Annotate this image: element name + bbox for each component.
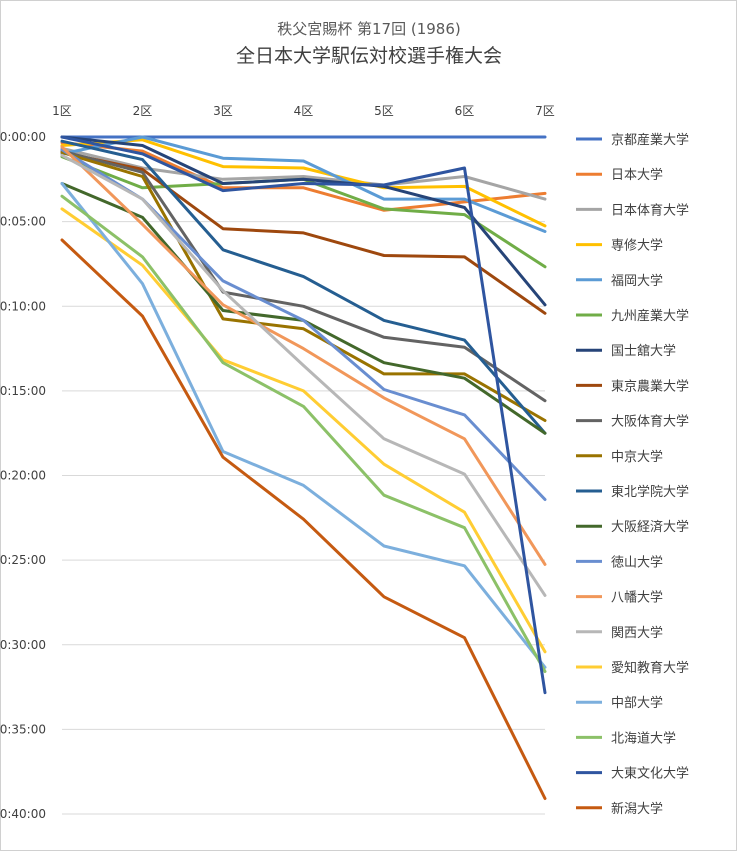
legend-label: 日本体育大学 — [611, 202, 689, 218]
series-line — [60, 145, 547, 566]
legend-item: 専修大学 — [576, 238, 663, 254]
legend-item: 大阪体育大学 — [576, 414, 689, 430]
legend-label: 北海道大学 — [611, 730, 676, 746]
series-line — [60, 149, 547, 403]
series-line — [60, 182, 547, 669]
legend-label: 愛知教育大学 — [611, 660, 689, 676]
y-tick-label: 0:10:00 — [0, 299, 46, 313]
legend-item: 愛知教育大学 — [576, 660, 689, 676]
legend-label: 中京大学 — [611, 449, 663, 465]
x-tick-label: 7区 — [535, 104, 555, 118]
legend-label: 新潟大学 — [611, 801, 663, 817]
legend-label: 大東文化大学 — [611, 766, 689, 782]
y-tick-label: 0:15:00 — [0, 384, 46, 398]
legend-label: 徳山大学 — [611, 554, 663, 570]
legend-item: 日本大学 — [576, 167, 663, 183]
series-line — [60, 151, 547, 315]
legend-item: 日本体育大学 — [576, 202, 689, 218]
legend-item: 福岡大学 — [576, 273, 663, 289]
x-axis: 1区 2区 3区 4区 5区 6区 7区 — [52, 104, 555, 118]
y-tick-label: 0:20:00 — [0, 469, 46, 483]
chart-title: 全日本大学駅伝対校選手権大会 — [236, 45, 502, 67]
legend-label: 八幡大学 — [611, 590, 663, 606]
legend-item: 京都産業大学 — [576, 132, 689, 148]
series-line — [60, 138, 547, 228]
x-tick-label: 6区 — [455, 104, 475, 118]
legend-item: 中京大学 — [576, 449, 663, 465]
y-tick-label: 0:25:00 — [0, 553, 46, 567]
legend-item: 国士舘大学 — [576, 343, 676, 359]
legend-label: 中部大学 — [611, 695, 663, 711]
y-tick-label: 0:35:00 — [0, 722, 46, 736]
legend-item: 九州産業大学 — [576, 308, 689, 324]
legend-label: 関西大学 — [611, 625, 663, 641]
legend-item: 大東文化大学 — [576, 766, 689, 782]
legend-item: 新潟大学 — [576, 801, 663, 817]
legend-item: 大阪経済大学 — [576, 519, 689, 535]
legend-label: 専修大学 — [611, 238, 663, 254]
legend-item: 八幡大学 — [576, 590, 663, 606]
series-line — [60, 139, 547, 435]
legend-label: 大阪体育大学 — [611, 414, 689, 430]
legend-item: 東北学院大学 — [576, 484, 689, 500]
legend-item: 中部大学 — [576, 695, 663, 711]
legend-label: 九州産業大学 — [611, 308, 689, 324]
legend: 京都産業大学日本大学日本体育大学専修大学福岡大学九州産業大学国士舘大学東京農業大… — [576, 132, 689, 817]
series-line — [60, 141, 547, 212]
series-line — [60, 153, 547, 597]
x-tick-label: 1区 — [52, 104, 72, 118]
series-line — [60, 135, 547, 233]
legend-label: 京都産業大学 — [611, 132, 689, 148]
legend-label: 大阪経済大学 — [611, 519, 689, 535]
x-tick-label: 4区 — [294, 104, 314, 118]
x-tick-label: 5区 — [374, 104, 394, 118]
legend-item: 北海道大学 — [576, 730, 676, 746]
series-line — [60, 194, 547, 673]
legend-label: 国士舘大学 — [611, 343, 676, 359]
series-line — [60, 151, 547, 422]
legend-item: 東京農業大学 — [576, 378, 689, 394]
x-tick-label: 3区 — [213, 104, 233, 118]
series-line — [60, 207, 547, 654]
legend-label: 福岡大学 — [611, 273, 663, 289]
y-tick-label: 0:30:00 — [0, 638, 46, 652]
y-axis: 0:00:00 0:05:00 0:10:00 0:15:00 0:20:00 0:25:… — [0, 130, 46, 821]
legend-label: 日本大学 — [611, 167, 663, 183]
series-lines — [60, 135, 547, 800]
chart-subtitle: 秩父宮賜杯 第17回 (1986) — [277, 20, 461, 38]
legend-label: 東北学院大学 — [611, 484, 689, 500]
legend-item: 関西大学 — [576, 625, 663, 641]
grid-lines — [62, 136, 545, 815]
legend-label: 東京農業大学 — [611, 378, 689, 394]
x-tick-label: 2区 — [133, 104, 153, 118]
y-tick-label: 0:00:00 — [0, 130, 46, 144]
legend-item: 徳山大学 — [576, 554, 663, 570]
series-line — [60, 135, 547, 307]
series-line — [60, 135, 547, 695]
series-line — [60, 238, 547, 800]
y-tick-label: 0:05:00 — [0, 215, 46, 229]
y-tick-label: 0:40:00 — [0, 807, 46, 821]
